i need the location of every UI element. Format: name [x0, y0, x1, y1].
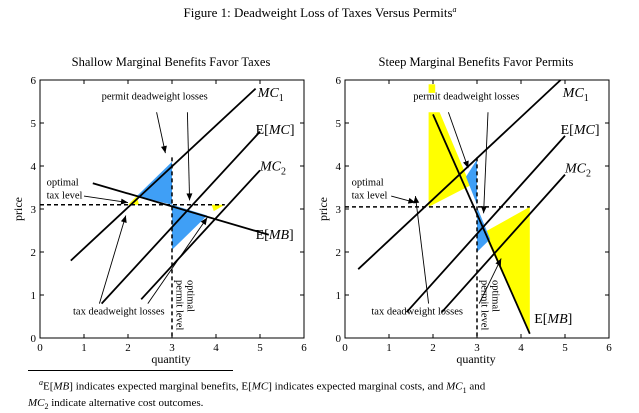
arrowhead [186, 193, 193, 201]
label-mc1: MC1 [562, 86, 589, 104]
label-expected-mc: E[MC] [561, 123, 600, 138]
pointer-line [447, 112, 469, 169]
y-tick-label: 6 [31, 75, 37, 87]
label-mc2: MC2 [259, 159, 286, 177]
shaded-region-blue [466, 159, 477, 205]
arrowhead [480, 206, 487, 214]
curve-emc [100, 130, 261, 305]
shaded-region-yellow [128, 196, 139, 205]
y-tick-label: 1 [31, 290, 37, 302]
arrowhead [463, 160, 469, 169]
y-tick-label: 0 [336, 333, 342, 345]
y-tick-label: 4 [336, 161, 342, 173]
pointer-line [98, 215, 127, 304]
panel-title: Steep Marginal Benefits Favor Permits [379, 55, 574, 69]
x-tick-label: 4 [518, 342, 524, 354]
y-axis-label: price [11, 197, 25, 221]
x-tick-label: 0 [37, 342, 43, 354]
arrowhead [120, 215, 127, 224]
label-expected-mb: E[MB] [534, 312, 572, 327]
panel-title: Shallow Marginal Benefits Favor Taxes [72, 55, 271, 69]
label-mc1: MC1 [257, 86, 284, 104]
panel-left: Shallow Marginal Benefits Favor Taxes 0 1 2… [11, 55, 307, 366]
curve-mc2 [441, 173, 566, 313]
arrowhead [200, 217, 208, 226]
annotation-optimal-tax-2: tax level [47, 190, 83, 201]
footnote: aE[MB] indicates expected marginal benef… [28, 378, 486, 412]
x-tick-label: 3 [474, 342, 480, 354]
curve-mc2 [140, 169, 261, 300]
pointer-line [83, 195, 129, 203]
y-tick-label: 1 [336, 290, 342, 302]
shaded-region-yellow [428, 84, 436, 93]
x-axis-label: quantity [456, 352, 495, 366]
annotation-optimal-permit-2: permit level [173, 280, 184, 331]
y-tick-label: 5 [336, 118, 342, 130]
pointer-line [414, 196, 430, 304]
arrowhead [120, 198, 128, 205]
annotation-optimal-tax-1: optimal [352, 177, 384, 188]
x-tick-label: 1 [81, 342, 87, 354]
y-tick-label: 3 [31, 204, 37, 216]
label-mc2: MC2 [564, 161, 591, 179]
x-tick-label: 4 [213, 342, 219, 354]
label-expected-mc: E[MC] [256, 123, 295, 138]
arrowhead [495, 258, 502, 267]
y-tick-label: 6 [336, 75, 342, 87]
x-tick-label: 6 [301, 342, 307, 354]
pointer-line [186, 112, 191, 201]
x-tick-label: 6 [606, 342, 612, 354]
pointer-line [478, 258, 502, 304]
x-tick-label: 5 [257, 342, 263, 354]
x-tick-label: 0 [342, 342, 348, 354]
annotation-optimal-permit-1: optimal [184, 280, 195, 312]
x-axis-label: quantity [151, 352, 190, 366]
footnote-rule [28, 370, 233, 371]
curve-mc1 [70, 87, 257, 262]
x-tick-label: 3 [169, 342, 175, 354]
arrowhead [407, 197, 416, 204]
arrowhead [413, 196, 420, 204]
panel-right: Steep Marginal Benefits Favor Permits 0 1 2… [316, 55, 612, 366]
arrowhead [160, 145, 167, 154]
curve-emb [432, 114, 531, 335]
annotation-optimal-tax-1: optimal [47, 177, 79, 188]
annotation-permit-deadweight-losses: permit deadweight losses [102, 91, 208, 102]
x-tick-label: 1 [386, 342, 392, 354]
curve-emb [92, 182, 270, 236]
footnote-mark: a [39, 378, 43, 387]
label-expected-mb: E[MB] [256, 228, 294, 243]
y-tick-label: 0 [31, 333, 37, 345]
annotation-optimal-tax-2: tax level [352, 190, 388, 201]
y-axis-label: price [316, 197, 330, 221]
annotation-permit-deadweight-losses: permit deadweight losses [413, 91, 519, 102]
shaded-region-yellow [483, 206, 530, 334]
shaded-region-blue [172, 204, 208, 250]
x-tick-label: 2 [430, 342, 436, 354]
x-tick-label: 2 [125, 342, 131, 354]
y-tick-label: 5 [31, 118, 37, 130]
x-tick-label: 5 [562, 342, 568, 354]
annotation-tax-deadweight-losses: tax deadweight losses [371, 306, 463, 317]
y-tick-label: 4 [31, 161, 37, 173]
shaded-region-yellow [211, 204, 225, 212]
y-tick-label: 2 [336, 247, 342, 259]
curve-emc [405, 135, 566, 313]
annotation-tax-deadweight-losses: tax deadweight losses [73, 306, 165, 317]
pointer-line [147, 217, 208, 304]
pointer-line [483, 112, 489, 214]
y-tick-label: 3 [336, 204, 342, 216]
annotation-optimal-permit-2: permit level [478, 280, 489, 331]
figure-title: Figure 1: Deadweight Loss of Taxes Versu… [183, 5, 456, 20]
shaded-region-yellow [428, 112, 471, 207]
y-tick-label: 2 [31, 247, 37, 259]
annotation-optimal-permit-1: optimal [489, 280, 500, 312]
